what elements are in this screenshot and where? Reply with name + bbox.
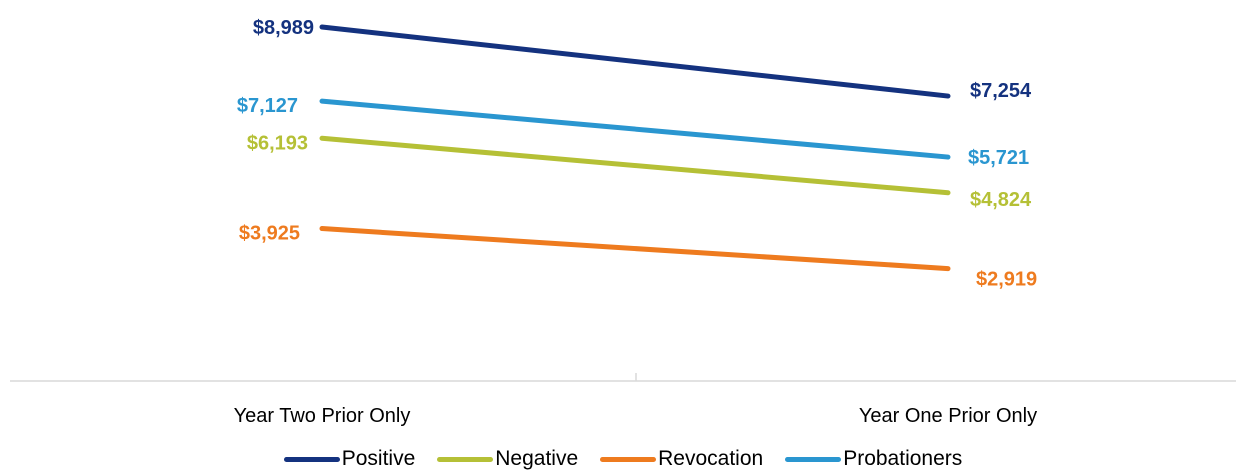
legend-swatch-revocation [600,456,657,462]
legend-swatch-negative [437,456,494,462]
x-tick-label: Year Two Prior Only [234,405,411,427]
legend-label-negative: Negative [495,447,579,470]
data-label-negative-end: $4,824 [970,189,1032,211]
series-line-negative [319,135,951,196]
data-label-revocation-start: $3,925 [239,223,300,245]
series-line-revocation [319,226,951,272]
legend-swatch-probationers [785,456,842,462]
legend-swatch-positive [283,456,340,462]
line-chart: $8,989 $7,254 $6,193 $4,824 $3,925 $2,919 $7,1… [10,17,1236,427]
data-label-positive-start: $8,989 [253,17,314,39]
legend-item-revocation: Revocation [600,447,763,471]
series-line-positive [319,24,951,99]
legend-item-negative: Negative [437,447,578,471]
data-label-negative-start: $6,193 [247,132,308,154]
data-label-probationers-end: $5,721 [968,147,1029,169]
legend-item-probationers: Probationers [785,447,962,471]
legend: Positive Negative Revocation Probationers [0,446,1246,472]
legend-item-positive: Positive [283,447,416,471]
data-label-positive-end: $7,254 [970,80,1032,102]
legend-label-revocation: Revocation [658,447,764,470]
legend-label-positive: Positive [341,447,416,470]
legend-label-probationers: Probationers [843,447,963,470]
data-label-revocation-end: $2,919 [976,269,1037,291]
x-tick-label: Year One Prior Only [859,405,1037,427]
series-line-probationers [319,98,951,160]
data-label-probationers-start: $7,127 [237,95,298,117]
